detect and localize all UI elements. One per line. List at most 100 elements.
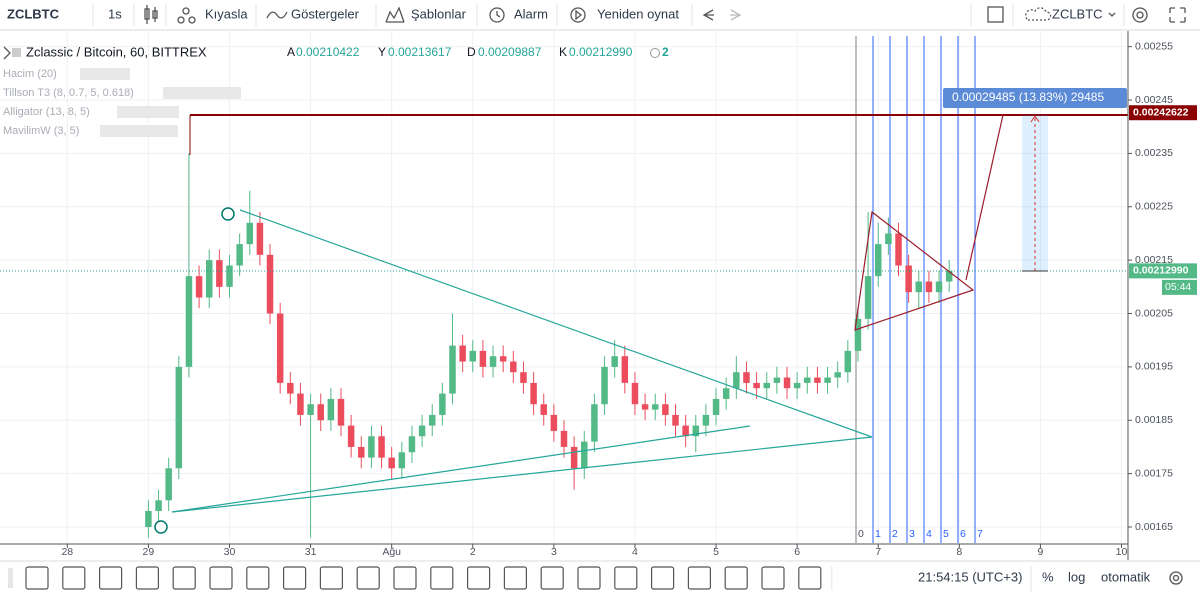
candle-body bbox=[692, 425, 700, 437]
drawing-tool[interactable] bbox=[650, 566, 675, 590]
drawing-tool[interactable] bbox=[430, 566, 454, 590]
templates-button[interactable]: Şablonlar bbox=[411, 6, 467, 21]
symbol[interactable]: ZCLBTC bbox=[7, 6, 60, 21]
replay-icon[interactable] bbox=[570, 7, 586, 23]
drawing-tool[interactable] bbox=[98, 566, 123, 590]
trend-line[interactable] bbox=[239, 209, 873, 438]
layout-icon[interactable] bbox=[987, 6, 1004, 23]
collapse-icon[interactable] bbox=[3, 46, 11, 60]
drawing-tool[interactable] bbox=[246, 566, 270, 590]
candle-body bbox=[165, 468, 172, 501]
settings-icon[interactable] bbox=[1169, 571, 1183, 585]
candle-body bbox=[358, 446, 365, 458]
ohlc-value: 0.00210422 bbox=[296, 45, 360, 59]
drawing-tool[interactable] bbox=[172, 566, 196, 590]
candle-body bbox=[347, 425, 355, 447]
triangle-pattern[interactable] bbox=[854, 114, 1004, 331]
drawing-tool[interactable] bbox=[319, 566, 343, 590]
settings-icon[interactable] bbox=[1132, 7, 1148, 23]
clock-marker[interactable] bbox=[154, 520, 168, 534]
drawing-tool[interactable] bbox=[25, 566, 49, 590]
candle-body bbox=[236, 244, 243, 266]
undo-icon[interactable] bbox=[702, 9, 714, 21]
candle-type-icon[interactable] bbox=[144, 5, 158, 24]
saved-layout[interactable]: ZCLBTC bbox=[1052, 6, 1103, 21]
clock-marker[interactable] bbox=[221, 207, 235, 221]
time-zone-label: 4 bbox=[926, 528, 932, 540]
candle-body bbox=[834, 372, 841, 378]
drawing-tool[interactable] bbox=[135, 566, 159, 590]
time-zone-label: 0 bbox=[858, 528, 864, 540]
drawing-tool[interactable] bbox=[798, 566, 822, 590]
candle-body bbox=[814, 377, 821, 383]
top-toolbar: ZCLBTC 1s Kıyasla Göstergeler Şablonlar … bbox=[0, 0, 1200, 31]
tools-handle bbox=[8, 568, 13, 588]
fullscreen-icon[interactable] bbox=[1169, 7, 1186, 23]
indicator-name[interactable]: Hacim (20) bbox=[3, 68, 57, 80]
candle-body bbox=[155, 500, 162, 511]
drawing-tool[interactable] bbox=[687, 566, 712, 590]
time-zone-label: 1 bbox=[875, 528, 881, 540]
interval[interactable]: 1s bbox=[108, 6, 122, 21]
y-tick-label: 0.00225 bbox=[1135, 201, 1173, 213]
indicator-name[interactable]: MavilimW (3, 5) bbox=[3, 125, 79, 137]
indicator-name[interactable]: Alligator (13, 8, 5) bbox=[3, 106, 90, 118]
compare-button[interactable]: Kıyasla bbox=[205, 6, 248, 21]
candle-body bbox=[702, 414, 710, 426]
candle-body bbox=[925, 281, 933, 293]
drawing-tool[interactable] bbox=[393, 566, 417, 590]
candle-body bbox=[874, 244, 882, 277]
candle-body bbox=[388, 457, 395, 469]
candle-body bbox=[672, 414, 679, 426]
axes: 0.00165 0.00175 0.00185 0.00195 0.00205 0.002… bbox=[61, 40, 1197, 558]
candle-body bbox=[469, 350, 477, 362]
x-tick-label: 10 bbox=[1116, 546, 1128, 558]
ohlc-label: A bbox=[287, 45, 295, 59]
replay-button[interactable]: Yeniden oynat bbox=[597, 6, 679, 21]
indicator-controls[interactable] bbox=[80, 68, 130, 80]
redo-icon[interactable] bbox=[730, 9, 742, 21]
indicators-icon[interactable] bbox=[266, 11, 288, 19]
legend: Zclassic / Bitcoin, 60, BITTREX A 0.0021… bbox=[3, 44, 669, 137]
drawing-tool[interactable] bbox=[761, 566, 785, 590]
drawing-tool[interactable] bbox=[62, 566, 86, 590]
countdown-bg bbox=[1162, 279, 1197, 295]
indicator-controls[interactable] bbox=[163, 87, 241, 99]
auto-toggle[interactable]: otomatik bbox=[1101, 569, 1151, 584]
templates-icon[interactable] bbox=[385, 6, 405, 23]
toolbar-bg bbox=[0, 0, 1200, 30]
drawing-tool[interactable] bbox=[540, 566, 564, 590]
trend-line[interactable] bbox=[171, 425, 751, 513]
drawing-tool[interactable] bbox=[283, 566, 307, 590]
drawing-tool[interactable] bbox=[209, 566, 233, 590]
candle-body bbox=[560, 430, 568, 447]
indicator-controls[interactable] bbox=[117, 106, 179, 118]
candle-body bbox=[844, 350, 852, 373]
indicator-controls[interactable] bbox=[100, 125, 178, 137]
measure-label-bg bbox=[943, 88, 1127, 108]
drawing-tool[interactable] bbox=[467, 566, 491, 590]
drawing-tool[interactable] bbox=[724, 566, 748, 590]
drawing-tool[interactable] bbox=[356, 566, 380, 590]
alarm-icon[interactable] bbox=[489, 7, 505, 23]
alert-icon[interactable] bbox=[650, 48, 660, 58]
candle-body bbox=[621, 356, 629, 383]
percent-toggle[interactable]: % bbox=[1042, 569, 1054, 584]
trend-line[interactable] bbox=[171, 436, 873, 513]
candle-body bbox=[783, 377, 791, 389]
candle-body bbox=[581, 441, 588, 469]
dropdown-icon[interactable] bbox=[1108, 12, 1116, 17]
cloud-icon[interactable] bbox=[1025, 7, 1052, 21]
drawing-tool[interactable] bbox=[577, 566, 601, 590]
time-zone-labels: 0 1 2 3 4 5 6 7 bbox=[858, 528, 983, 540]
drawing-tool[interactable] bbox=[503, 566, 527, 590]
alarm-button[interactable]: Alarm bbox=[514, 6, 548, 21]
indicator-name[interactable]: Tillson T3 (8, 0.7, 5, 0.618) bbox=[3, 87, 134, 99]
indicators-button[interactable]: Göstergeler bbox=[291, 6, 360, 21]
drawing-tool[interactable] bbox=[614, 566, 638, 590]
candle-body bbox=[763, 382, 770, 389]
compare-icon[interactable] bbox=[177, 7, 196, 24]
log-toggle[interactable]: log bbox=[1068, 569, 1085, 584]
countdown: 05:44 bbox=[1165, 281, 1191, 293]
